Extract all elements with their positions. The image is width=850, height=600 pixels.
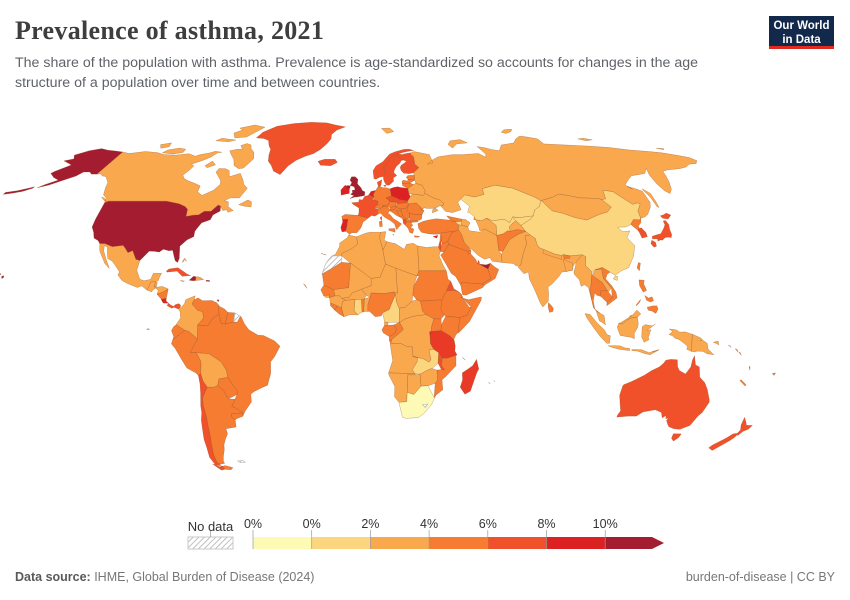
svg-text:4%: 4% (420, 517, 438, 531)
svg-text:2%: 2% (361, 517, 379, 531)
svg-text:0%: 0% (303, 517, 321, 531)
svg-text:8%: 8% (537, 517, 555, 531)
svg-text:10%: 10% (593, 517, 618, 531)
svg-text:0%: 0% (244, 517, 262, 531)
svg-text:6%: 6% (479, 517, 497, 531)
